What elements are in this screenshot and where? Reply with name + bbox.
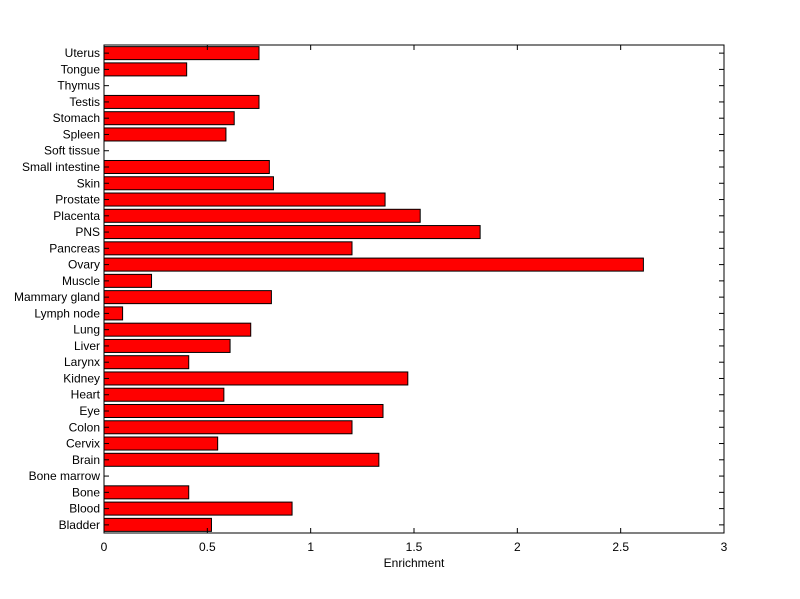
y-tick-label: Skin <box>77 176 100 190</box>
y-tick-label: Prostate <box>55 193 100 207</box>
bar <box>103 46 260 61</box>
bar <box>103 273 153 288</box>
bar <box>103 94 260 109</box>
y-tick-label: Pancreas <box>49 241 100 255</box>
y-tick-label: Uterus <box>65 46 100 60</box>
bar <box>103 127 227 142</box>
y-tick-label: Lymph node <box>34 306 100 320</box>
x-tick-label: 1.5 <box>406 540 423 554</box>
bar <box>103 290 272 305</box>
y-tick-label: Liver <box>74 339 100 353</box>
bar <box>103 338 231 353</box>
bar <box>103 436 219 451</box>
y-tick-label: Small intestine <box>22 160 100 174</box>
bar <box>103 176 274 191</box>
y-tick-label: Mammary gland <box>14 290 100 304</box>
y-tick-label: Cervix <box>66 437 100 451</box>
y-tick-label: Bone marrow <box>29 469 101 483</box>
bar <box>103 241 353 256</box>
bar <box>103 420 353 435</box>
y-tick-label: Bladder <box>59 518 100 532</box>
bar <box>103 485 190 500</box>
y-tick-label: Stomach <box>53 111 100 125</box>
y-tick-label: Colon <box>69 420 100 434</box>
bar <box>103 208 421 223</box>
y-tick-label: Muscle <box>62 274 100 288</box>
bar <box>103 452 380 467</box>
y-tick-label: Placenta <box>53 209 100 223</box>
bar <box>103 192 386 207</box>
labels-group: Bladder Blood Bone Bone marrow Brain Cervix Co… <box>14 46 728 554</box>
bar <box>103 501 293 516</box>
y-tick-label: Thymus <box>57 79 100 93</box>
x-tick-label: 2 <box>514 540 521 554</box>
y-tick-label: Ovary <box>68 258 100 272</box>
bars-group <box>103 46 644 532</box>
bar <box>103 403 384 419</box>
y-tick-label: Lung <box>73 323 100 337</box>
bar <box>103 62 188 77</box>
bar <box>103 371 409 386</box>
x-tick-label: 0.5 <box>199 540 216 554</box>
y-tick-label: Larynx <box>64 355 100 369</box>
y-tick-label: Soft tissue <box>44 144 100 158</box>
y-tick-label: Heart <box>71 388 101 402</box>
bar <box>103 355 190 370</box>
y-tick-label: Tongue <box>61 62 101 76</box>
x-axis-label: Enrichment <box>384 556 445 570</box>
y-tick-label: Kidney <box>63 371 100 385</box>
y-tick-label: Brain <box>72 453 100 467</box>
bar <box>103 322 252 337</box>
x-tick-label: 0 <box>101 540 108 554</box>
bar <box>103 387 225 402</box>
x-tick-label: 2.5 <box>612 540 629 554</box>
bar <box>103 517 212 532</box>
y-tick-label: PNS <box>75 225 100 239</box>
ticks-group <box>103 45 725 533</box>
bar <box>103 257 644 272</box>
x-tick-label: 3 <box>721 540 728 554</box>
y-tick-label: Blood <box>69 502 100 516</box>
bar <box>103 111 235 126</box>
y-tick-label: Eye <box>79 404 100 418</box>
bar <box>103 159 270 175</box>
y-tick-label: Testis <box>69 95 100 109</box>
x-tick-label: 1 <box>307 540 314 554</box>
y-tick-label: Spleen <box>63 127 100 141</box>
y-tick-label: Bone <box>72 485 100 499</box>
bar <box>103 225 481 240</box>
